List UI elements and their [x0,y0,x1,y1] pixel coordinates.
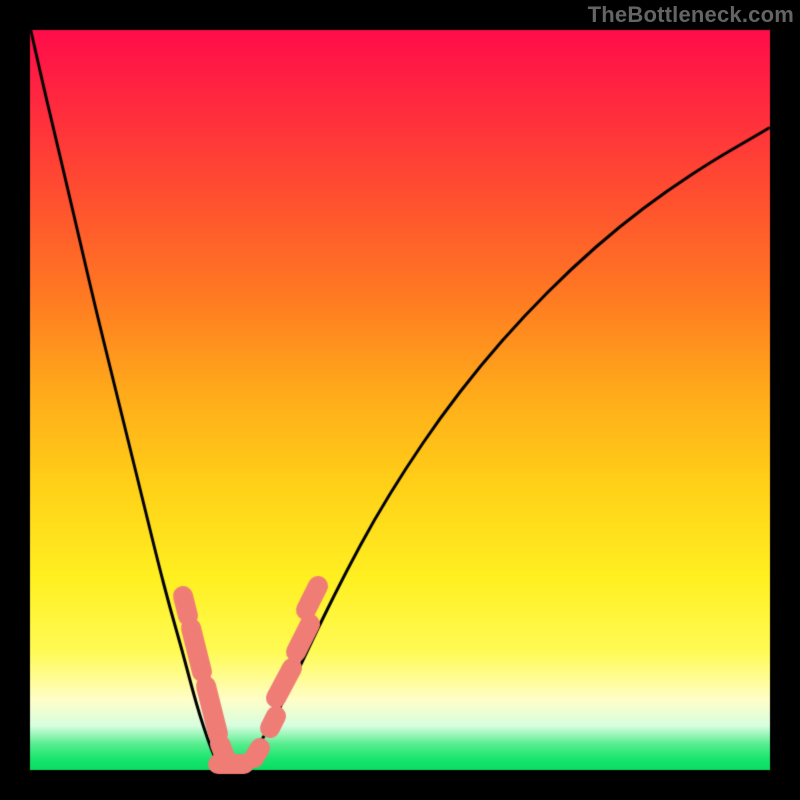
chart-overlay [0,0,800,800]
